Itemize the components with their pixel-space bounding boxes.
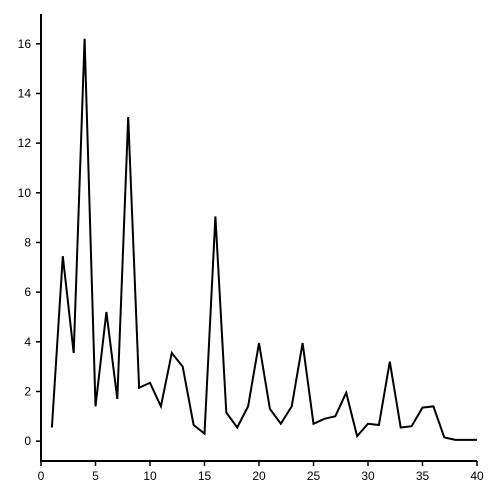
y-tick-label: 8 [24, 235, 31, 249]
series-line [50, 38, 477, 441]
x-tick-label: 30 [361, 469, 375, 483]
y-axis-ticks: 0 2 4 6 8 10 12 14 16 [18, 37, 41, 448]
y-tick-label: 4 [24, 335, 31, 349]
x-tick-label: 35 [416, 469, 430, 483]
x-tick-label: 10 [143, 469, 157, 483]
x-tick-label: 15 [198, 469, 212, 483]
series-layer [50, 38, 477, 441]
y-tick-label: 2 [24, 384, 31, 398]
x-tick-label: 5 [92, 469, 99, 483]
x-tick-label: 0 [38, 469, 45, 483]
y-tick-label: 12 [18, 136, 32, 150]
y-tick-label: 16 [18, 37, 32, 51]
x-tick-label: 20 [252, 469, 266, 483]
y-tick-label: 6 [24, 285, 31, 299]
x-tick-label: 40 [470, 469, 484, 483]
y-tick-label: 14 [18, 86, 32, 100]
y-tick-label: 10 [18, 186, 32, 200]
x-axis-ticks: 0 5 10 15 20 25 30 35 40 [38, 461, 484, 483]
x-tick-label: 25 [307, 469, 321, 483]
y-tick-label: 0 [24, 434, 31, 448]
